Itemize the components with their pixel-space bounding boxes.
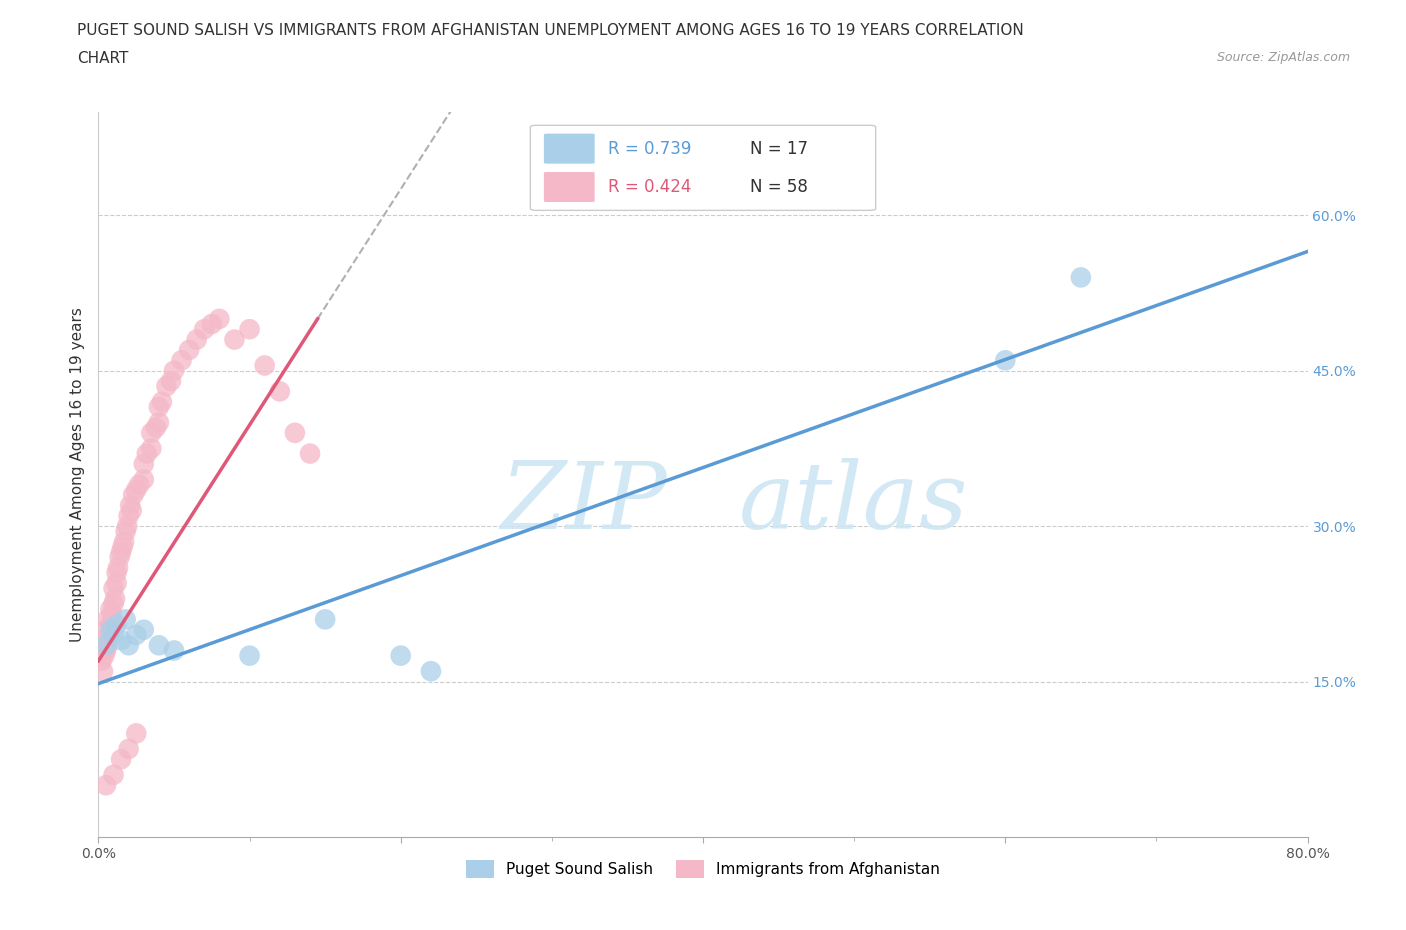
Point [98,628,121,643]
Point [122,487,145,502]
Text: PUGET SOUND SALISH VS IMMIGRANTS FROM AFGHANISTAN UNEMPLOYMENT AMONG AGES 16 TO : PUGET SOUND SALISH VS IMMIGRANTS FROM AF… [77,23,1024,38]
Point [141,425,163,440]
Point [148,638,170,653]
Point [101,606,124,621]
Point [269,384,291,399]
Point [110,632,132,647]
Point [103,581,125,596]
Point [284,425,307,440]
Point [420,664,443,679]
Text: CHART: CHART [77,51,129,66]
Point [389,648,412,663]
Text: Source: ZipAtlas.com: Source: ZipAtlas.com [1216,51,1350,64]
Point [93,648,115,663]
Point [112,534,135,549]
Point [135,446,157,461]
Point [110,751,132,766]
Point [94,622,117,637]
Point [105,618,128,632]
Point [94,643,117,658]
Point [94,777,117,792]
Point [128,477,150,492]
Point [160,374,183,389]
Point [111,539,134,554]
Point [96,612,118,627]
Point [115,519,138,534]
Point [179,342,201,357]
Legend: Puget Sound Salish, Immigrants from Afghanistan: Puget Sound Salish, Immigrants from Afgh… [460,854,946,883]
Point [103,596,125,611]
Point [125,628,148,643]
Point [105,576,128,591]
Point [141,441,163,456]
Point [121,503,143,518]
Point [239,322,262,337]
Point [193,322,215,337]
Point [994,352,1017,367]
Y-axis label: Unemployment Among Ages 16 to 19 years: Unemployment Among Ages 16 to 19 years [69,307,84,642]
Point [114,612,136,627]
Point [170,352,193,367]
Point [132,472,155,487]
Point [94,638,117,653]
Point [314,612,336,627]
Text: ZIP: ZIP [501,458,666,549]
Point [224,332,246,347]
Point [118,741,141,756]
Point [110,545,132,560]
Point [103,767,125,782]
Point [105,565,128,580]
Point [163,643,186,658]
Point [125,483,148,498]
Point [253,358,276,373]
Point [90,654,112,669]
Point [145,420,167,435]
Point [148,400,170,415]
Point [299,446,322,461]
Point [201,316,224,331]
Point [132,622,155,637]
Point [118,638,141,653]
Point [108,550,131,565]
Point [100,602,122,617]
Point [1070,270,1092,285]
Point [103,628,125,643]
Point [100,618,122,632]
Point [120,498,142,512]
Point [91,664,114,679]
Point [100,622,122,637]
Point [104,591,127,606]
Point [96,638,118,653]
Point [208,312,231,326]
Point [239,648,262,663]
Point [150,394,173,409]
Point [155,379,177,393]
Point [148,415,170,430]
Point [186,332,208,347]
Text: atlas: atlas [740,458,969,549]
Point [125,726,148,741]
Point [163,364,186,379]
Point [118,509,141,524]
Point [107,560,129,575]
Point [132,457,155,472]
Point [114,524,136,538]
